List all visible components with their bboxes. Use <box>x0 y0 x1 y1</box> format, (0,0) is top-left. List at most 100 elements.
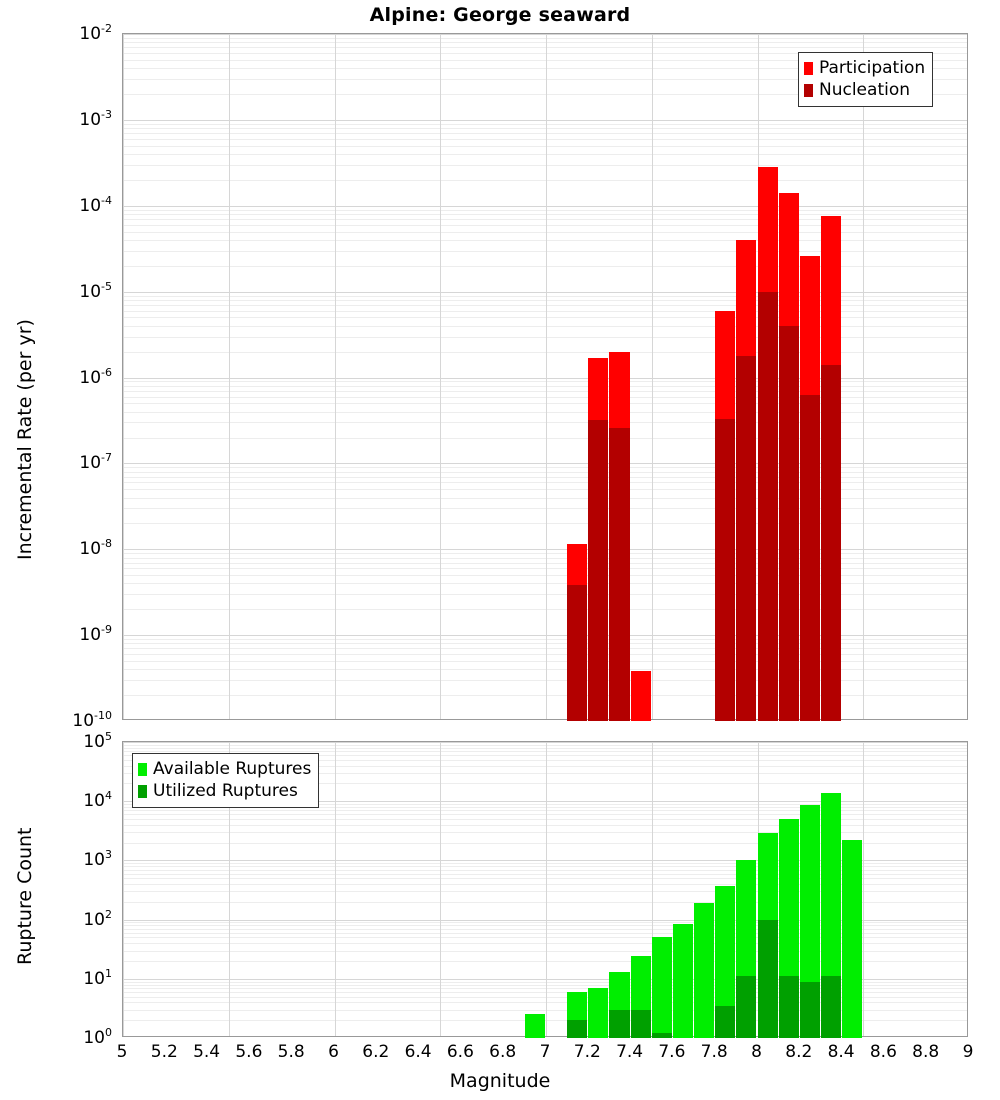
gridline-minor <box>123 336 967 338</box>
gridline-major <box>123 205 967 207</box>
gridline-minor <box>123 164 967 166</box>
gridline-minor <box>123 497 967 499</box>
bar-util <box>630 1009 651 1038</box>
gridline-vertical <box>228 742 230 1036</box>
bar-avail <box>842 840 863 1038</box>
gridline-vertical <box>651 34 653 719</box>
bar-util <box>651 1033 672 1038</box>
gridline-major <box>123 919 967 921</box>
gridline-minor <box>123 231 967 233</box>
x-tick-label: 7.6 <box>658 1042 686 1062</box>
gridline-minor <box>123 814 967 816</box>
gridline-minor <box>123 747 967 749</box>
gridline-vertical <box>651 742 653 1036</box>
gridline-minor <box>123 783 967 785</box>
y-tick-label: 10-8 <box>79 537 112 560</box>
gridline-vertical <box>546 742 547 1036</box>
gridline-major <box>123 34 967 35</box>
gridline-minor <box>123 123 967 125</box>
gridline-minor <box>123 575 967 577</box>
gridline-minor <box>123 654 967 656</box>
gridline-vertical <box>123 742 124 1036</box>
gridline-minor <box>123 78 967 80</box>
gridline-minor <box>123 219 967 221</box>
gridline-minor <box>123 390 967 392</box>
gridline-minor <box>123 310 967 312</box>
gridline-major <box>123 635 967 637</box>
top-y-axis-label: Incremental Rate (per yr) <box>14 319 36 560</box>
gridline-minor <box>123 138 967 140</box>
x-tick-label: 8.4 <box>827 1042 855 1062</box>
x-tick-label: 8.6 <box>869 1042 897 1062</box>
x-tick-label: 5.2 <box>150 1042 178 1062</box>
gridline-minor <box>123 489 967 491</box>
bar-nucl <box>736 355 757 721</box>
gridline-minor <box>123 925 967 927</box>
x-tick-label: 8.2 <box>785 1042 813 1062</box>
gridline-minor <box>123 824 967 826</box>
gridline-minor <box>123 1002 967 1004</box>
x-tick-label: 5 <box>116 1042 128 1062</box>
y-tick-label: 103 <box>83 848 112 871</box>
gridline-major <box>123 549 967 551</box>
legend-label: Utilized Ruptures <box>153 780 298 801</box>
incremental-rate-plot: Participation Nucleation <box>122 33 968 721</box>
gridline-minor <box>123 832 967 834</box>
gridline-minor <box>123 53 967 55</box>
y-tick-label: 100 <box>83 1026 112 1048</box>
bottom-gridlines <box>123 742 967 1036</box>
bar-util <box>715 1005 736 1038</box>
gridline-minor <box>123 68 967 70</box>
gridline-vertical <box>440 742 442 1036</box>
gridline-major <box>123 119 967 121</box>
gridline-minor <box>123 950 967 952</box>
gridline-minor <box>123 133 967 135</box>
gridline-minor <box>123 482 967 484</box>
legend-item: Available Ruptures <box>138 758 311 780</box>
gridline-minor <box>123 467 967 469</box>
gridline-minor <box>123 304 967 306</box>
utilized-ruptures-swatch <box>138 784 147 798</box>
gridline-minor <box>123 295 967 297</box>
gridline-minor <box>123 317 967 319</box>
gridline-minor <box>123 996 967 998</box>
rupture-count-plot: Available Ruptures Utilized Ruptures <box>122 741 968 1038</box>
gridline-minor <box>123 299 967 301</box>
bar-avail <box>715 885 736 1038</box>
gridline-minor <box>123 869 967 871</box>
gridline-minor <box>123 643 967 645</box>
y-tick-label: 10-3 <box>79 108 112 130</box>
bar-util <box>567 1020 588 1038</box>
gridline-minor <box>123 1020 967 1022</box>
gridline-minor <box>123 609 967 611</box>
x-tick-label: 7 <box>539 1042 551 1062</box>
bar-nucl <box>715 418 736 721</box>
gridline-minor <box>123 411 967 413</box>
y-tick-label: 10-2 <box>79 22 112 44</box>
bar-util <box>609 1009 630 1038</box>
gridline-minor <box>123 59 967 61</box>
gridline-minor <box>123 37 967 39</box>
gridline-minor <box>123 179 967 181</box>
legend-item: Participation <box>804 57 925 79</box>
gridline-minor <box>123 810 967 812</box>
y-tick-label: 101 <box>83 966 112 989</box>
bar-util <box>820 976 842 1038</box>
x-tick-label: 6.6 <box>446 1042 474 1062</box>
gridline-minor <box>123 943 967 945</box>
gridline-minor <box>123 873 967 875</box>
gridline-minor <box>123 960 967 962</box>
bar-avail <box>694 903 715 1038</box>
gridline-minor <box>123 47 967 49</box>
gridline-minor <box>123 772 967 774</box>
gridline-minor <box>123 863 967 865</box>
gridline-major <box>123 860 967 862</box>
gridline-minor <box>123 42 967 44</box>
gridline-minor <box>123 765 967 767</box>
bar-nucl <box>799 395 820 721</box>
gridline-minor <box>123 224 967 226</box>
gridline-minor <box>123 639 967 641</box>
x-tick-label: 6.2 <box>362 1042 390 1062</box>
gridline-major <box>123 377 967 379</box>
gridline-vertical <box>440 34 442 719</box>
